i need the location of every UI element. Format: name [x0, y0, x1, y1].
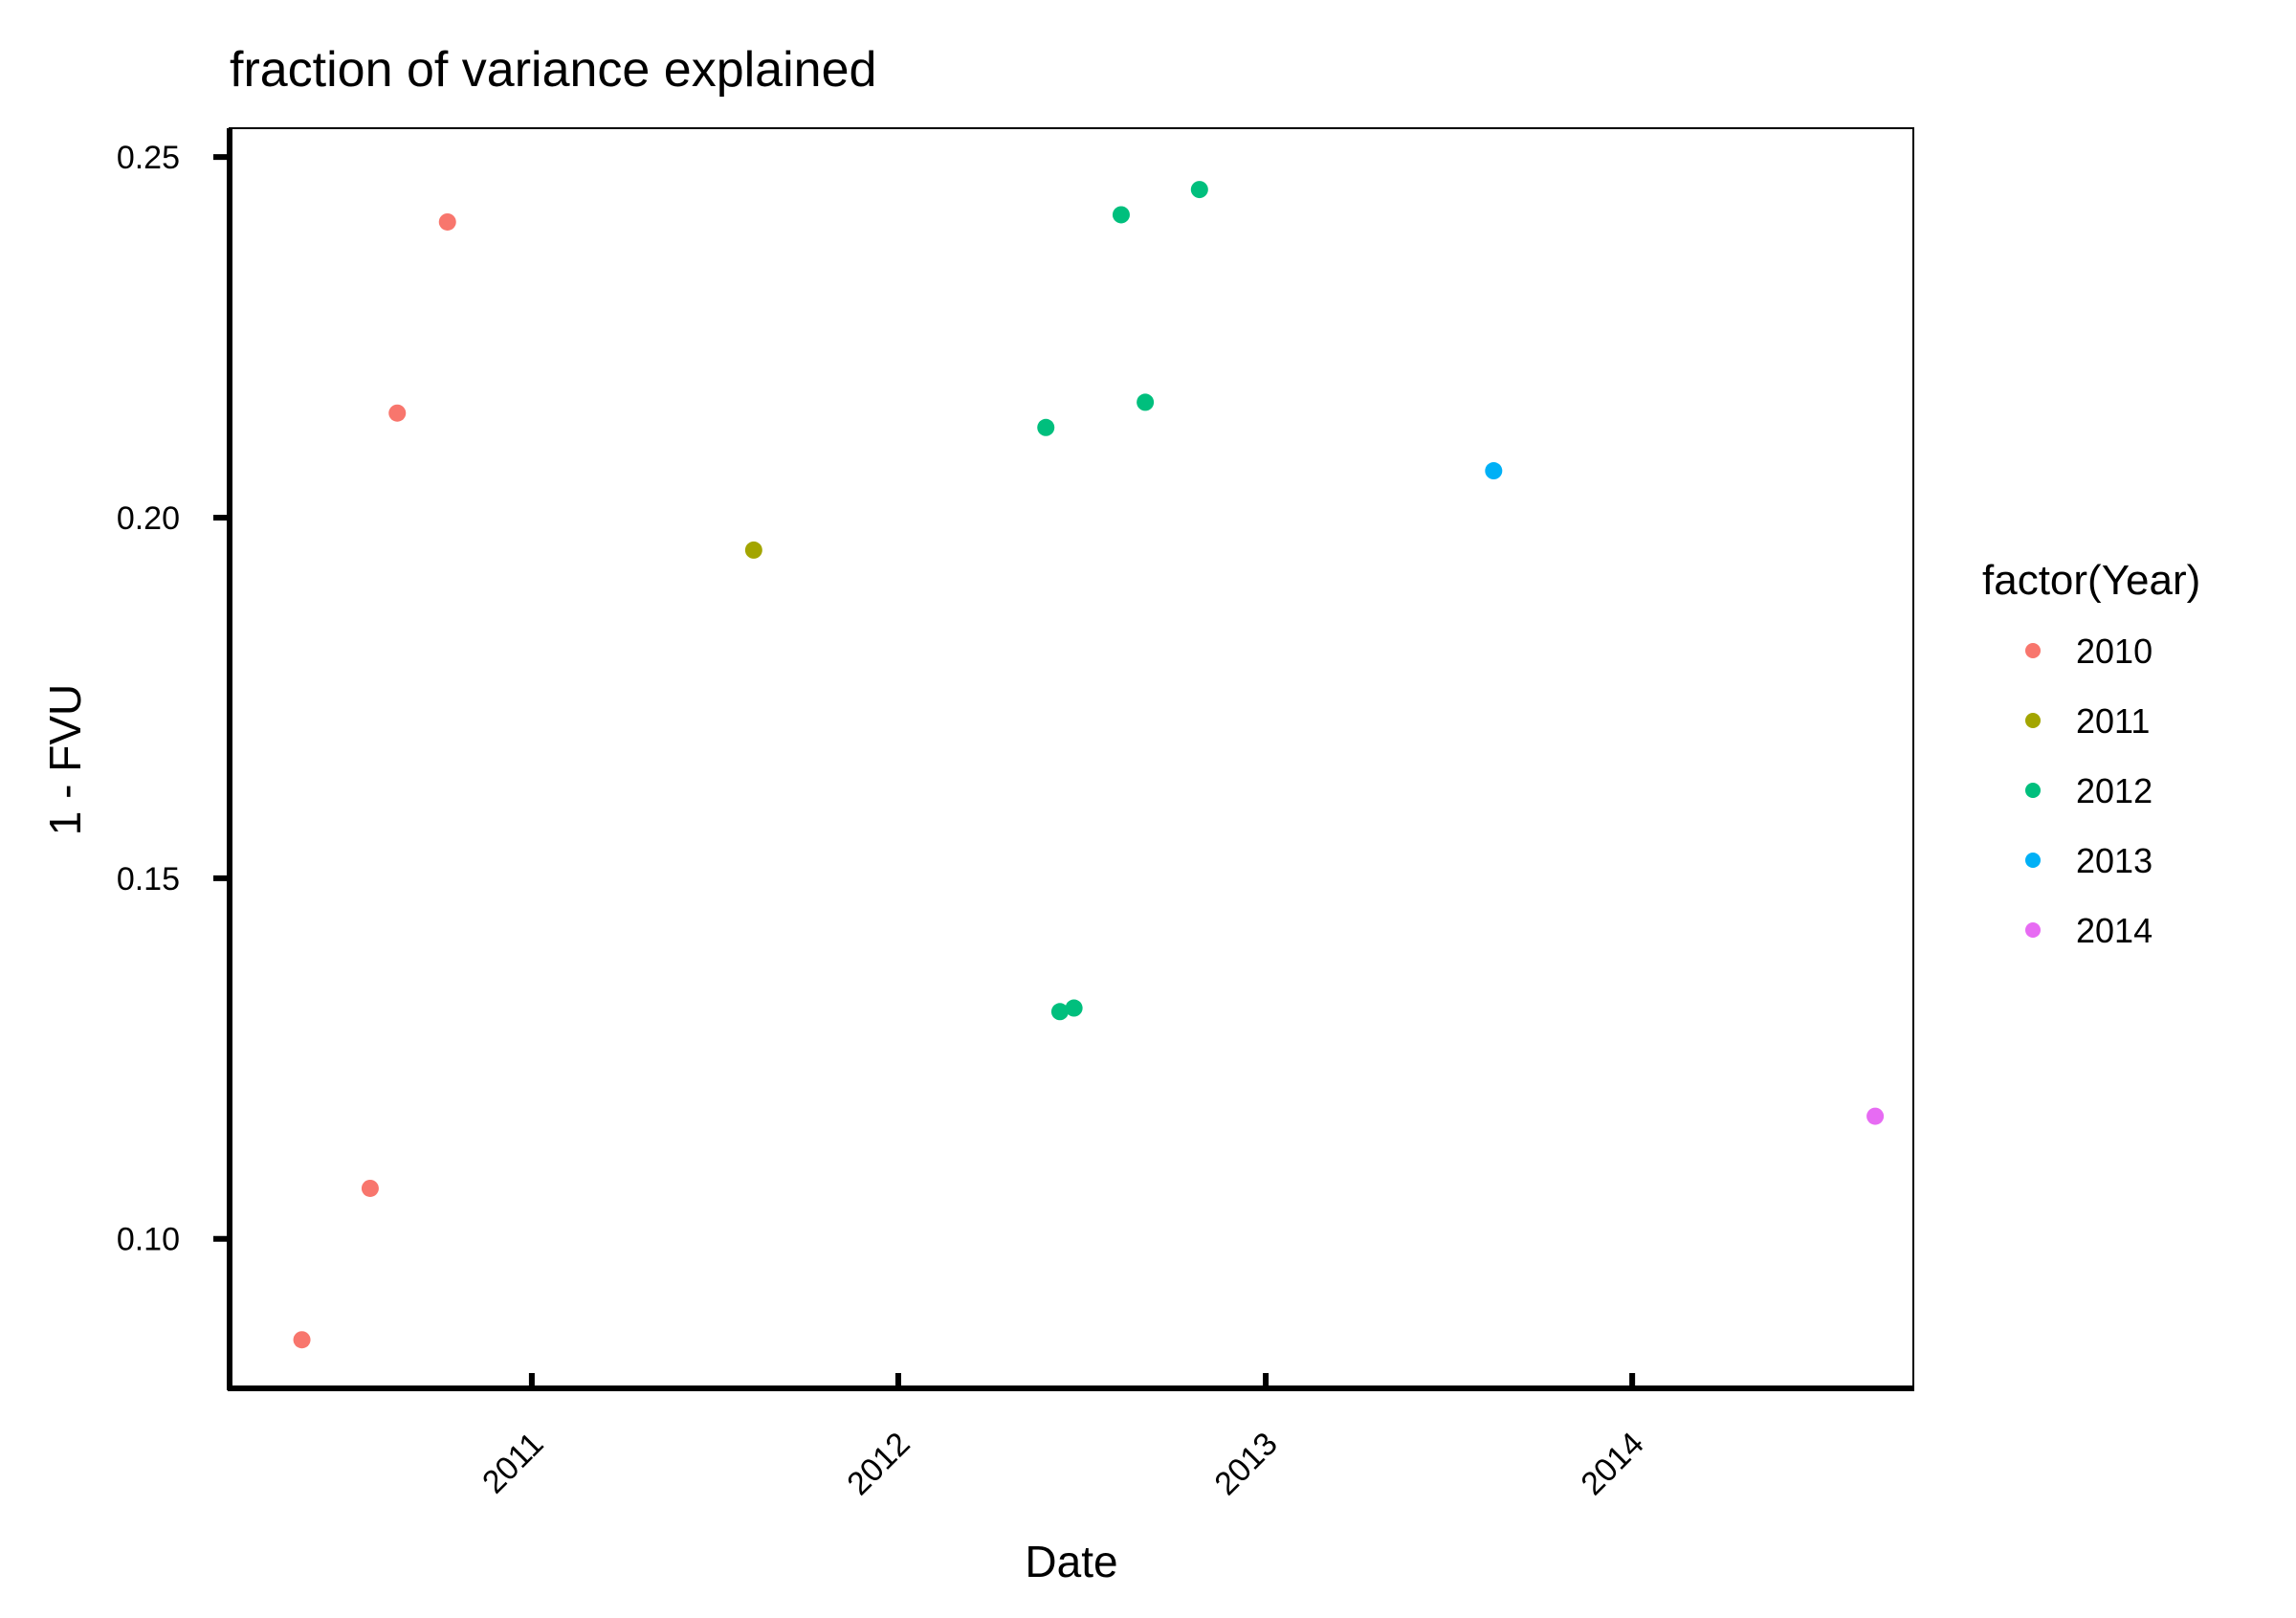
data-points	[293, 181, 1885, 1349]
y-tick-label: 0.10	[117, 1222, 180, 1258]
legend: factor(Year) 2010 2011 2012 2013 2014	[1982, 557, 2200, 950]
data-point	[1112, 206, 1130, 224]
legend-label: 2014	[2076, 911, 2152, 950]
data-point	[388, 404, 407, 422]
legend-key	[2025, 783, 2041, 798]
data-point	[293, 1331, 311, 1349]
data-point	[1050, 1003, 1069, 1021]
y-tick-label: 0.25	[117, 140, 180, 176]
data-point	[1065, 999, 1083, 1017]
data-point	[361, 1179, 379, 1197]
x-axis-title: Date	[1025, 1537, 1117, 1586]
y-axis-title: 1 - FVU	[40, 684, 90, 835]
data-point	[1137, 393, 1155, 411]
legend-label: 2013	[2076, 841, 2152, 880]
legend-key	[2025, 922, 2041, 938]
y-axis-ticks: 0.10 0.15 0.20 0.25	[117, 140, 230, 1258]
y-tick-label: 0.20	[117, 500, 180, 537]
legend-label: 2010	[2076, 632, 2152, 671]
y-tick-label: 0.15	[117, 861, 180, 898]
legend-title: factor(Year)	[1982, 557, 2200, 604]
data-point	[438, 212, 456, 231]
data-point	[1485, 462, 1503, 480]
legend-label: 2012	[2076, 771, 2152, 810]
data-point	[1190, 181, 1208, 199]
chart-title: fraction of variance explained	[230, 42, 876, 98]
legend-key	[2025, 713, 2041, 728]
legend-key	[2025, 643, 2041, 658]
data-point	[1866, 1107, 1885, 1125]
legend-label: 2011	[2076, 701, 2150, 741]
data-point	[744, 541, 762, 559]
data-point	[1037, 418, 1055, 436]
legend-key	[2025, 853, 2041, 868]
